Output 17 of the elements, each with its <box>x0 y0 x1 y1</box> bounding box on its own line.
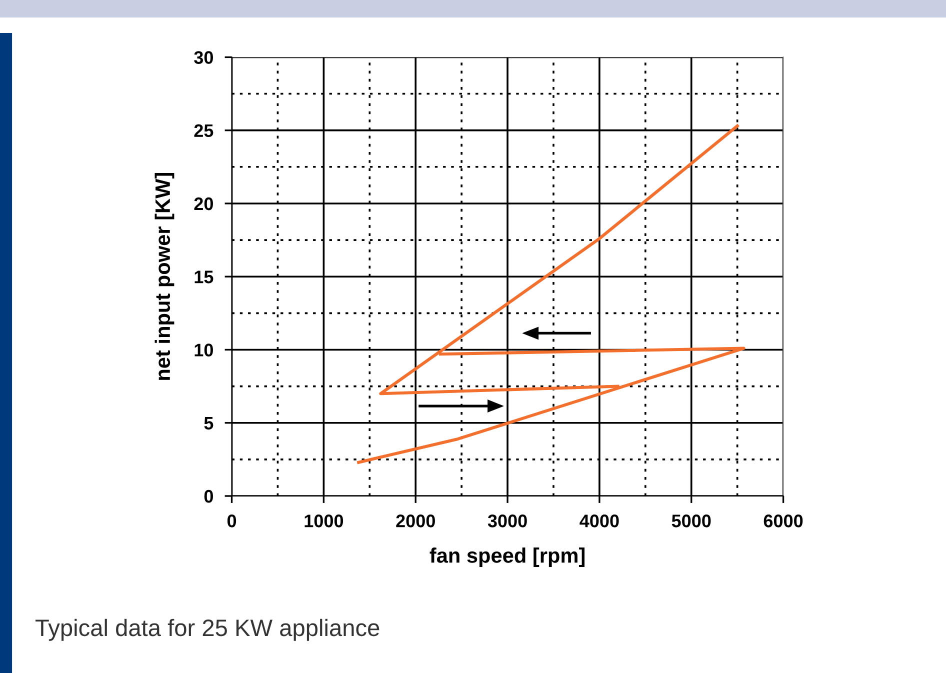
text: Typical data for 25 KW appliance <box>36 618 380 641</box>
y-tick-label: 0 <box>204 490 213 503</box>
x-tick-label: 6000 <box>764 514 803 528</box>
x-tick-label: 4000 <box>580 514 619 528</box>
y-tick-label: 30 <box>194 51 213 64</box>
x-tick-label: 1000 <box>304 514 344 528</box>
y-tick-label: 15 <box>194 270 214 284</box>
y-tick-label: 25 <box>194 124 214 138</box>
y-tick-label: 10 <box>194 344 213 356</box>
x-tick-label: 3000 <box>488 514 527 528</box>
x-axis-title: fan speed [rpm] <box>430 548 584 567</box>
y-axis-title: net input power [KW] <box>154 173 174 380</box>
x-tick-label: 5000 <box>672 514 711 528</box>
x-tick-label: 2000 <box>396 514 435 528</box>
x-tick-label: 0 <box>227 514 236 528</box>
y-tick-label: 20 <box>194 197 213 210</box>
y-tick-label: 5 <box>204 416 214 430</box>
